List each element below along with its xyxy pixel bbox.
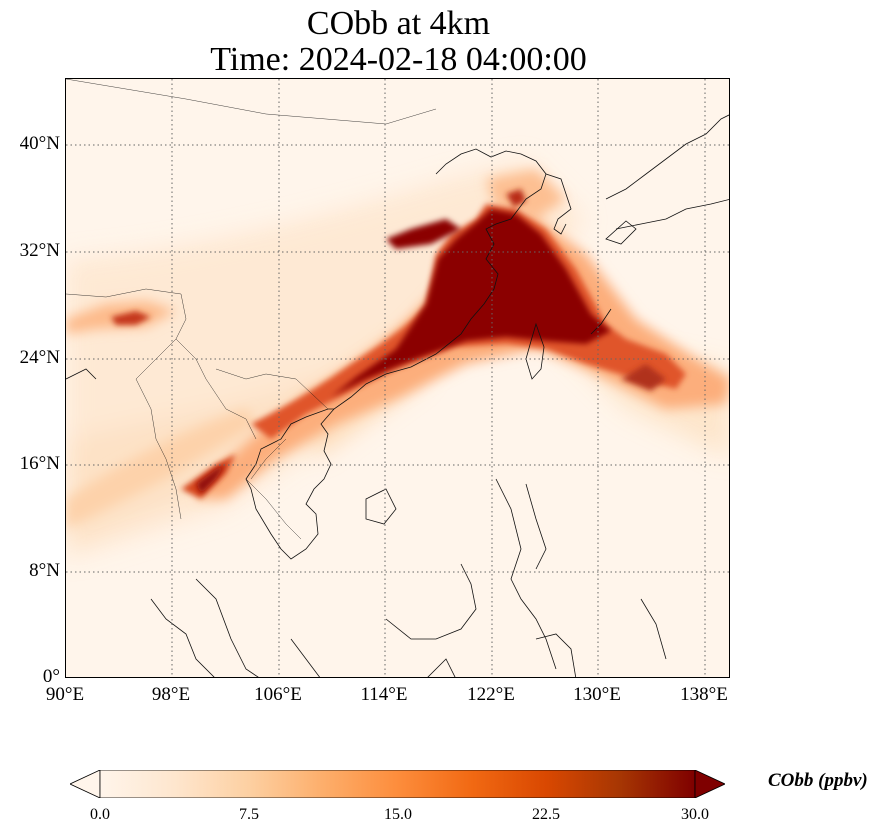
colorbar-tick-22-5: 22.5 (532, 806, 560, 823)
map-canvas (66, 79, 729, 677)
colorbar-tick-7-5: 7.5 (239, 806, 259, 823)
plume-core (196, 209, 666, 494)
lon-tick-106e: 106°E (254, 684, 302, 705)
lon-tick-138e: 138°E (680, 684, 728, 705)
lat-tick-24n: 24°N (19, 347, 60, 368)
lat-tick-16n: 16°N (19, 453, 60, 474)
map-time-subtitle: Time: 2024-02-18 04:00:00 (210, 41, 587, 78)
lon-tick-90e: 90°E (45, 684, 85, 705)
colorbar-gradient (99, 770, 696, 798)
colorbar-label: CObb (ppbv) (768, 770, 868, 791)
lat-tick-8n: 8°N (29, 560, 60, 581)
colorbar-extend-high (694, 770, 725, 798)
colorbar-tick-15: 15.0 (384, 806, 412, 823)
lat-tick-32n: 32°N (19, 240, 60, 261)
map-panel[interactable] (65, 78, 730, 678)
country-borders (66, 79, 437, 540)
lon-tick-98e: 98°E (151, 684, 191, 705)
map-title: CObb at 4km (306, 5, 491, 42)
lon-tick-122e: 122°E (467, 684, 515, 705)
colorbar-extend-low (70, 770, 101, 798)
lat-tick-40n: 40°N (19, 133, 60, 154)
lon-tick-130e: 130°E (573, 684, 621, 705)
lon-tick-114e: 114°E (360, 684, 408, 705)
colorbar (70, 770, 725, 798)
colorbar-tick-0: 0.0 (90, 806, 110, 823)
lat-tick-0: 0° (42, 666, 60, 687)
colorbar-tick-30: 30.0 (681, 806, 709, 823)
gridlines (66, 79, 729, 677)
coastlines (66, 114, 729, 677)
